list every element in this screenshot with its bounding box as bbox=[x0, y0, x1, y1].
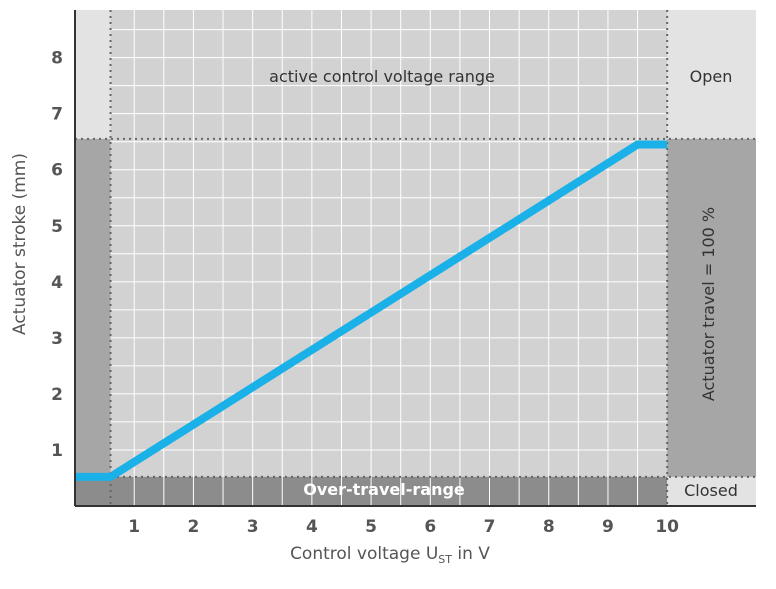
annotation-open: Open bbox=[690, 67, 733, 86]
x-tick-label: 5 bbox=[365, 517, 377, 537]
y-axis-title: Actuator stroke (mm) bbox=[10, 153, 30, 335]
annotation-over-travel-range: Over-travel-range bbox=[303, 480, 465, 499]
y-tick-label: 6 bbox=[51, 161, 63, 181]
x-tick-label: 8 bbox=[543, 517, 555, 537]
chart-axes bbox=[74, 10, 756, 507]
y-tick-label: 3 bbox=[51, 329, 63, 349]
bg-region-active bbox=[110, 10, 668, 477]
x-tick-label: 2 bbox=[188, 517, 200, 537]
x-tick-label: 9 bbox=[602, 517, 614, 537]
y-tick-label: 4 bbox=[51, 273, 63, 293]
x-axis-title-subscript: ST bbox=[438, 553, 452, 566]
series-line-0 bbox=[75, 140, 668, 481]
chart-series bbox=[75, 140, 668, 481]
x-tick-label: 3 bbox=[247, 517, 259, 537]
x-tick-label: 6 bbox=[424, 517, 436, 537]
chart-tick-labels: 1 2 3 4 5 6 7 8 9 10 1 2 3 4 5 6 7 8 bbox=[51, 49, 679, 537]
y-tick-label: 7 bbox=[51, 105, 63, 125]
x-tick-label: 10 bbox=[655, 517, 679, 537]
range-boundaries bbox=[75, 10, 756, 506]
bg-region-actuator-travel bbox=[667, 138, 756, 477]
y-tick-label: 8 bbox=[51, 49, 63, 69]
y-tick-label: 5 bbox=[51, 217, 63, 237]
annotation-closed: Closed bbox=[684, 481, 738, 500]
x-tick-label: 1 bbox=[128, 517, 140, 537]
x-axis-title-suffix: in V bbox=[452, 544, 490, 564]
bg-region-closed bbox=[667, 476, 756, 506]
x-axis-title-main: Control voltage U bbox=[290, 544, 438, 564]
x-tick-label: 4 bbox=[306, 517, 318, 537]
bg-region-left-travel bbox=[75, 138, 111, 477]
x-tick-label: 7 bbox=[484, 517, 496, 537]
annotation-actuator-travel: Actuator travel = 100 % bbox=[699, 207, 718, 401]
y-tick-label: 1 bbox=[51, 441, 63, 461]
annotation-active-range: active control voltage range bbox=[269, 67, 495, 86]
y-tick-label: 2 bbox=[51, 385, 63, 405]
x-axis-title: Control voltage UST in V bbox=[290, 544, 490, 566]
chart-grid bbox=[110, 10, 668, 506]
